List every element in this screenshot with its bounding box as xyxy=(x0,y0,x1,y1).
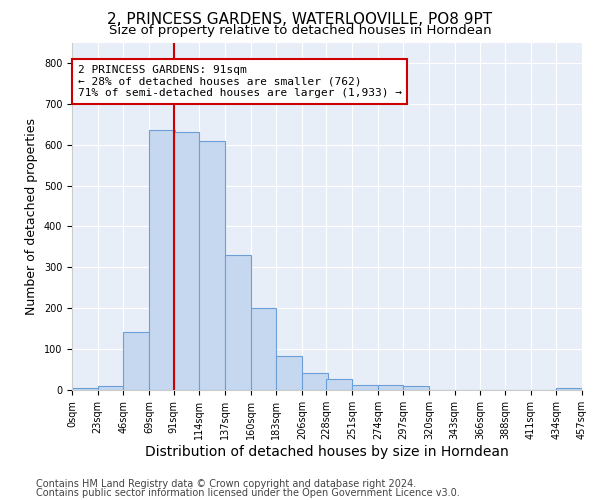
Text: 2 PRINCESS GARDENS: 91sqm
← 28% of detached houses are smaller (762)
71% of semi: 2 PRINCESS GARDENS: 91sqm ← 28% of detac… xyxy=(77,65,401,98)
Bar xyxy=(199,142,225,390)
Bar xyxy=(124,332,149,390)
Bar xyxy=(556,388,582,390)
Bar xyxy=(173,132,199,390)
Bar xyxy=(98,386,124,390)
Text: Contains HM Land Registry data © Crown copyright and database right 2024.: Contains HM Land Registry data © Crown c… xyxy=(36,479,416,489)
Bar xyxy=(251,308,276,390)
Y-axis label: Number of detached properties: Number of detached properties xyxy=(25,118,38,315)
Bar xyxy=(276,356,302,390)
Bar xyxy=(403,386,429,390)
Text: Contains public sector information licensed under the Open Government Licence v3: Contains public sector information licen… xyxy=(36,488,460,498)
Text: 2, PRINCESS GARDENS, WATERLOOVILLE, PO8 9PT: 2, PRINCESS GARDENS, WATERLOOVILLE, PO8 … xyxy=(107,12,493,28)
Bar xyxy=(326,380,352,390)
Bar xyxy=(149,130,175,390)
Bar xyxy=(378,385,403,390)
Bar xyxy=(302,373,328,390)
Text: Size of property relative to detached houses in Horndean: Size of property relative to detached ho… xyxy=(109,24,491,37)
Bar xyxy=(225,255,251,390)
Bar xyxy=(72,388,98,390)
X-axis label: Distribution of detached houses by size in Horndean: Distribution of detached houses by size … xyxy=(145,444,509,458)
Bar xyxy=(352,384,378,390)
